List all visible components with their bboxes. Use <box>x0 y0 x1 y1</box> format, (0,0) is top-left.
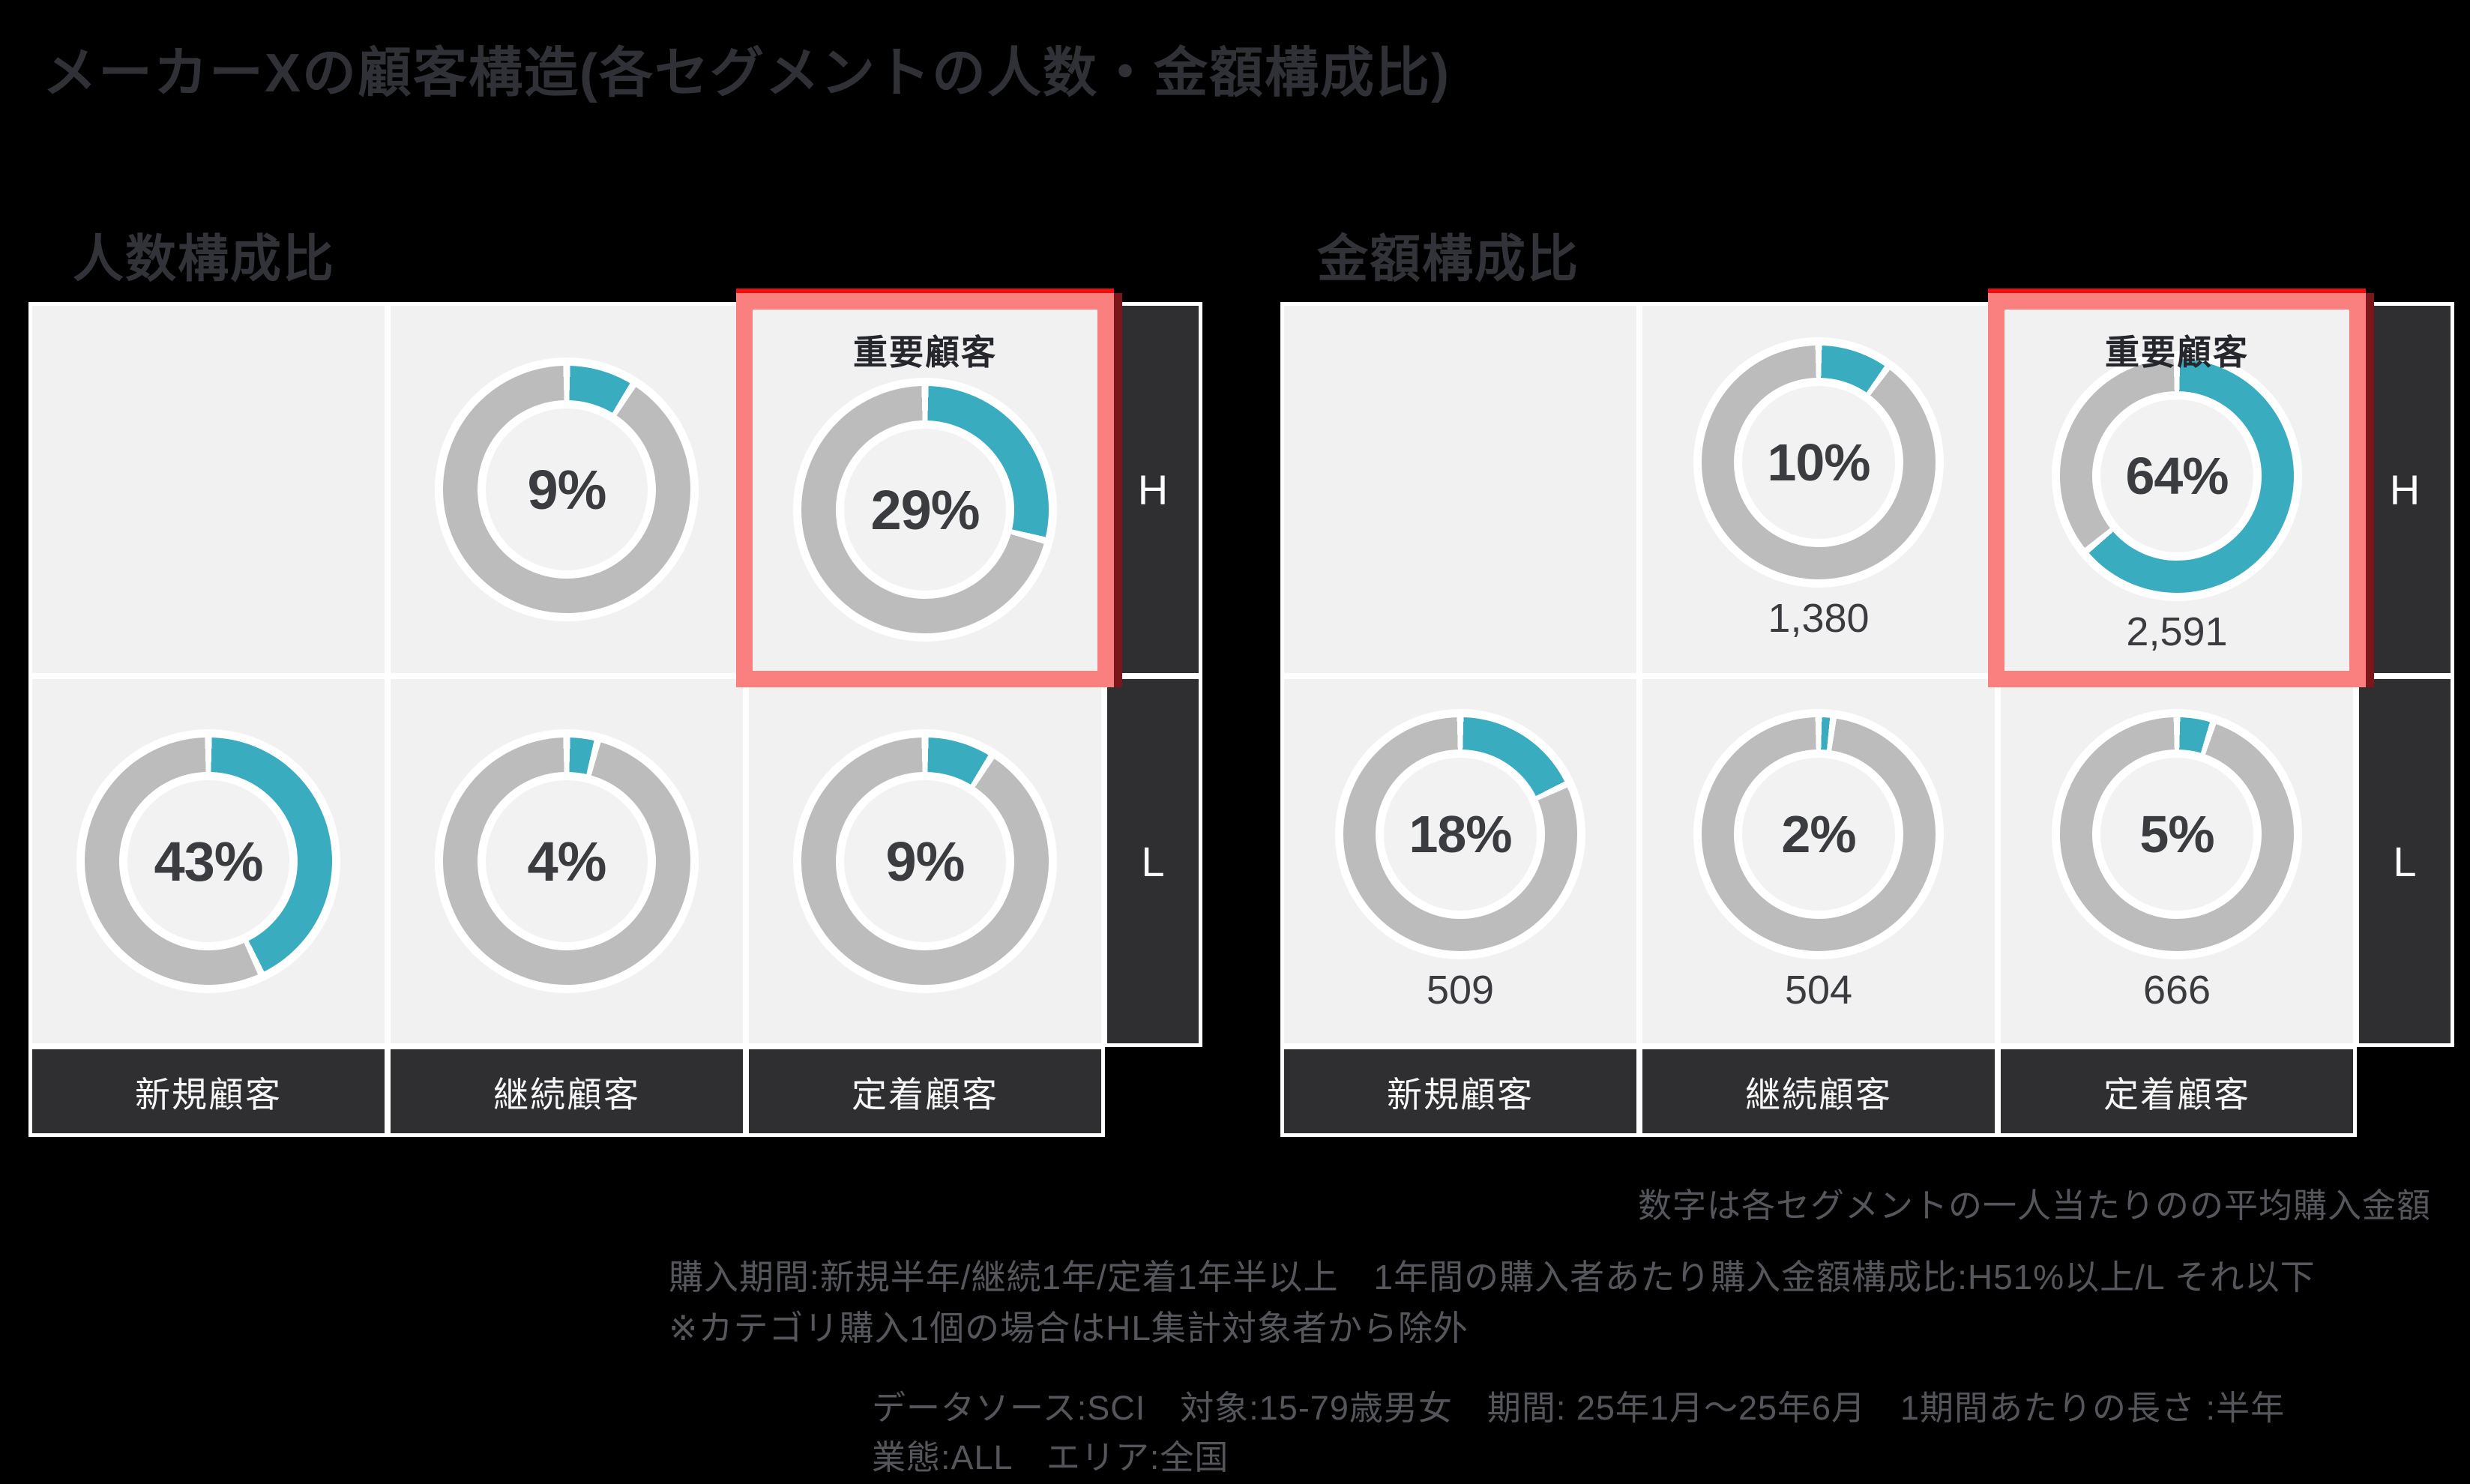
donut-hole: 4% <box>478 772 656 950</box>
l-row-label-cell: L <box>2359 679 2451 1043</box>
cell-l-established: 5% 666 <box>2001 679 2353 1043</box>
donut-hole: 5% <box>2092 749 2262 919</box>
definition-footnote-line2: ※カテゴリ購入1個の場合はHL集計対象者から除外 <box>669 1309 1469 1348</box>
highlight-border-topline <box>736 289 1114 293</box>
cell-l-new: 18% 509 <box>1284 679 1636 1043</box>
percent-label: 29% <box>870 478 980 541</box>
cell-h-new-empty <box>1284 306 1636 673</box>
percent-label: 64% <box>2125 447 2229 505</box>
donut-chart: 5% <box>2052 709 2302 959</box>
avg-amount-label: 1,380 <box>1768 596 1870 641</box>
donut-chart: 9% <box>793 729 1057 993</box>
avg-amount-label: 666 <box>2142 968 2211 1013</box>
col-label-established-customers: 定着顧客 <box>2001 1049 2353 1133</box>
col-label-new-customers: 新規顧客 <box>1284 1049 1636 1133</box>
donut-chart: 64% <box>2052 351 2302 601</box>
l-label: L <box>2393 837 2417 885</box>
amount-share-panel: 10% 1,380 重要顧客 64% 2,591 H 18% 509 2% 50 <box>1284 289 2451 1133</box>
donut-hole: 29% <box>836 420 1014 599</box>
donut-hole: 43% <box>119 772 298 950</box>
donut-hole: 64% <box>2092 391 2262 561</box>
donut-hole: 9% <box>836 772 1014 950</box>
donut-hole: 9% <box>478 400 656 579</box>
avg-amount-label: 509 <box>1426 968 1495 1013</box>
percent-label: 4% <box>527 830 607 893</box>
highlight-border-topline <box>1988 289 2366 293</box>
cell-h-continuing: 10% 1,380 <box>1642 306 1995 673</box>
percent-label: 18% <box>1409 805 1512 863</box>
donut-chart: 29% <box>793 378 1057 642</box>
cell-h-established-important: 重要顧客 29% <box>749 306 1101 673</box>
percent-label: 5% <box>2139 805 2214 863</box>
donut-chart: 18% <box>1335 709 1585 959</box>
h-row-label-cell: H <box>1107 306 1199 673</box>
grid-corner <box>2359 1049 2451 1133</box>
avg-amount-footnote: 数字は各セグメントの一人当たりのの平均購入金額 <box>1637 1186 2431 1225</box>
donut-chart: 2% <box>1693 709 1944 959</box>
h-row-label-cell: H <box>2359 306 2451 673</box>
avg-amount-label: 2,591 <box>2126 609 2228 654</box>
datasource-footnote-line2: 業態:ALL エリア:全国 <box>872 1438 1229 1477</box>
grid-corner <box>1107 1049 1199 1133</box>
definition-footnote-line1: 購入期間:新規半年/継続1年/定着1年半以上 1年間の購入者あたり購入金額構成比… <box>669 1258 2316 1297</box>
h-label: H <box>1137 465 1169 513</box>
avg-amount-label: 504 <box>1784 968 1853 1013</box>
donut-hole: 18% <box>1376 749 1545 919</box>
h-label: H <box>2389 465 2421 513</box>
cell-h-established-important: 重要顧客 64% 2,591 <box>2001 306 2353 673</box>
percent-label: 2% <box>1781 805 1856 863</box>
l-row-label-cell: L <box>1107 679 1199 1043</box>
important-customer-label: 重要顧客 <box>853 333 997 372</box>
percent-label: 9% <box>527 458 607 521</box>
page-title: メーカーXの顧客構造(各セグメントの人数・金額構成比) <box>43 43 1451 103</box>
datasource-footnote-line1: データソース:SCI 対象:15-79歳男女 期間: 25年1月〜25年6月 1… <box>872 1389 2286 1427</box>
donut-chart: 9% <box>435 358 699 621</box>
donut-chart: 4% <box>435 729 699 993</box>
cell-l-continuing: 2% 504 <box>1642 679 1995 1043</box>
col-label-continuing-customers: 継続顧客 <box>391 1049 743 1133</box>
col-label-established-customers: 定着顧客 <box>749 1049 1101 1133</box>
col-label-new-customers: 新規顧客 <box>32 1049 385 1133</box>
l-label: L <box>1141 837 1165 885</box>
count-share-panel: 9% 重要顧客 29% H 43% 4% 9% <box>32 289 1199 1133</box>
cell-l-new: 43% <box>32 679 385 1043</box>
section-title-count-share: 人数構成比 <box>73 231 336 288</box>
col-label-continuing-customers: 継続顧客 <box>1642 1049 1995 1133</box>
section-title-amount-share: 金額構成比 <box>1317 231 1580 288</box>
percent-label: 10% <box>1767 433 1870 492</box>
cell-h-new-empty <box>32 306 385 673</box>
donut-hole: 10% <box>1734 378 1903 547</box>
donut-chart: 10% <box>1693 337 1944 588</box>
cell-h-continuing: 9% <box>391 306 743 673</box>
cell-l-continuing: 4% <box>391 679 743 1043</box>
donut-hole: 2% <box>1734 749 1903 919</box>
cell-l-established: 9% <box>749 679 1101 1043</box>
donut-chart: 43% <box>76 729 340 993</box>
percent-label: 9% <box>885 830 966 893</box>
percent-label: 43% <box>154 830 263 893</box>
important-customer-label: 重要顧客 <box>2105 333 2249 372</box>
